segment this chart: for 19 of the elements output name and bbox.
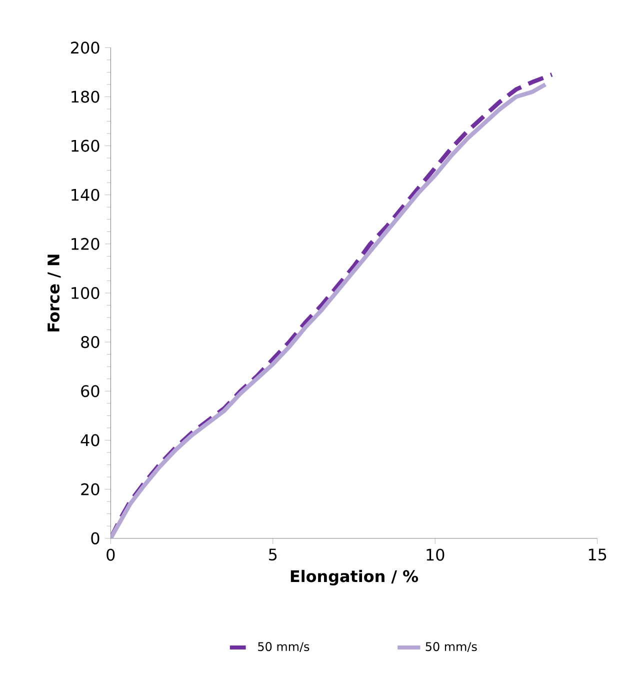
y-tick-label: 100 [72,286,100,300]
y-tick-label: 60 [81,385,100,398]
y-tick-label: 0 [91,532,100,544]
x-axis-title: Elongation / % [290,570,418,586]
y-tick-label: 180 [72,90,100,103]
y-axis-title: Force / N [48,254,61,332]
y-tick-label: 140 [72,188,100,201]
y-tick-label: 120 [72,238,100,250]
x-tick-label: 15 [588,548,606,561]
y-tick-label: 20 [81,483,100,496]
y-tick-label: 40 [80,434,100,446]
x-tick-label: 0 [106,548,115,561]
legend-label: 50 mm/s [426,642,477,652]
x-tick-label: 5 [269,548,277,561]
x-tick-label: 10 [426,548,444,561]
y-tick-label: 80 [81,336,100,348]
y-tick-label: 160 [72,140,100,152]
y-tick-label: 200 [71,42,100,54]
legend-label: 50 mm/s [258,642,310,652]
